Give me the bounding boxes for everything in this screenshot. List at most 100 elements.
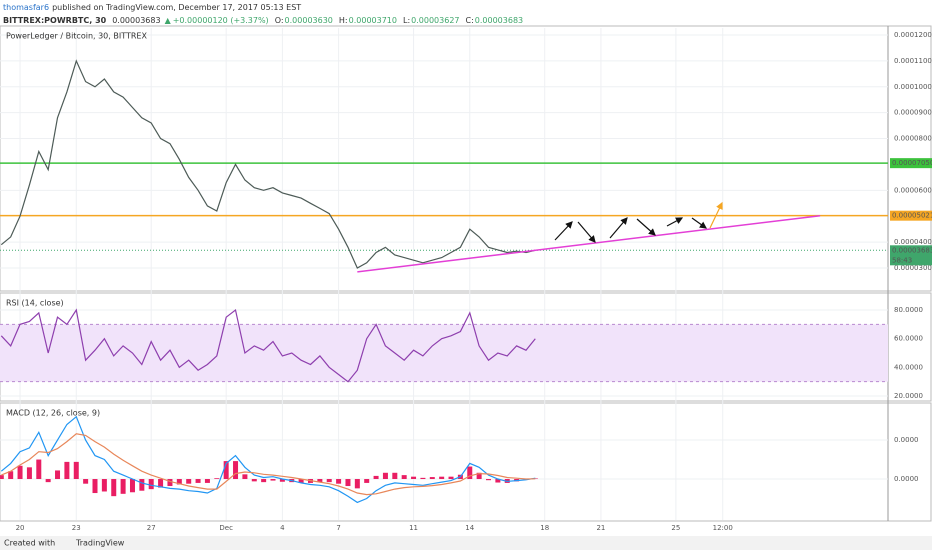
histogram-bar bbox=[111, 479, 117, 497]
pane-title: MACD (12, 26, close, 9) bbox=[6, 409, 100, 418]
ohlc-key: H: bbox=[339, 16, 348, 25]
histogram-bar bbox=[326, 479, 332, 483]
histogram-bar bbox=[476, 472, 482, 480]
histogram-bar bbox=[204, 479, 210, 483]
histogram-bar bbox=[83, 479, 89, 484]
histogram-bar bbox=[129, 479, 135, 493]
histogram-bar bbox=[420, 477, 426, 480]
series-line bbox=[1, 433, 536, 496]
x-tick-label: 11 bbox=[409, 524, 418, 532]
histogram-bar bbox=[223, 461, 229, 480]
histogram-bar bbox=[251, 479, 257, 482]
histogram-bar bbox=[279, 479, 285, 482]
histogram-bar bbox=[411, 476, 417, 480]
histogram-bar bbox=[233, 461, 239, 480]
x-tick-label: 14 bbox=[465, 524, 474, 532]
histogram-bar bbox=[392, 472, 398, 480]
pane bbox=[0, 25, 932, 292]
ohlc-value: 0.00003630 bbox=[285, 16, 333, 25]
ohlc-key: C: bbox=[466, 16, 474, 25]
arrow bbox=[709, 201, 723, 229]
quote-line: BITTREX:POWRBTC, 30 0.00003683 ▲ +0.0000012… bbox=[3, 16, 523, 25]
histogram-bar bbox=[382, 472, 388, 480]
histogram-bar bbox=[336, 479, 342, 484]
countdown: 58:43 bbox=[892, 256, 912, 264]
histogram-bar bbox=[195, 479, 201, 483]
pane bbox=[0, 402, 932, 522]
histogram-bar bbox=[261, 479, 267, 483]
price-label-box bbox=[890, 158, 932, 169]
histogram-bar bbox=[186, 479, 192, 484]
y-tick-label: 0.0000 bbox=[894, 436, 919, 444]
histogram-bar bbox=[0, 475, 4, 480]
symbol: BITTREX:POWRBTC, 30 bbox=[3, 16, 107, 25]
x-tick-label: 4 bbox=[280, 524, 285, 532]
arrow: ▲ bbox=[165, 16, 172, 25]
arrows bbox=[554, 201, 723, 243]
ohlc-value: 0.00003710 bbox=[349, 16, 397, 25]
histogram-bar bbox=[101, 479, 107, 492]
histogram-bar bbox=[120, 479, 126, 494]
histogram-bar bbox=[176, 479, 182, 485]
x-tick-label: 18 bbox=[540, 524, 549, 532]
x-tick-label: 25 bbox=[671, 524, 680, 532]
histogram-bar bbox=[429, 477, 435, 480]
price-label-box bbox=[890, 210, 932, 221]
x-tick-label: Dec bbox=[219, 524, 233, 532]
histogram-bar bbox=[364, 479, 370, 483]
arrow bbox=[691, 217, 707, 229]
histogram-bar bbox=[495, 479, 501, 483]
x-tick-label: 7 bbox=[336, 524, 340, 532]
x-tick-label: 27 bbox=[147, 524, 156, 532]
histogram-bar bbox=[401, 475, 407, 480]
histogram-bar bbox=[317, 479, 323, 483]
arrow bbox=[554, 221, 573, 241]
y-tick-label: 80.0000 bbox=[894, 306, 923, 314]
arrow bbox=[577, 221, 596, 243]
histogram-bar bbox=[139, 479, 145, 491]
histogram-bar bbox=[345, 479, 351, 487]
histogram-bar bbox=[439, 476, 445, 480]
histogram-bar bbox=[214, 478, 220, 480]
trend-line bbox=[357, 214, 821, 273]
ohlc-key: O: bbox=[275, 16, 284, 25]
author: thomasfar6 bbox=[3, 3, 49, 12]
price-label: 0.00007050 bbox=[892, 159, 932, 167]
x-tick-label: 21 bbox=[596, 524, 605, 532]
histogram-bar bbox=[92, 479, 98, 494]
histogram-bar bbox=[158, 479, 164, 488]
change: +0.00000120 (+3.37%) bbox=[173, 16, 269, 25]
histogram-bar bbox=[64, 461, 70, 480]
ohlc-value: 0.00003627 bbox=[411, 16, 459, 25]
histogram-bar bbox=[467, 466, 473, 480]
y-tick-label: 20.0000 bbox=[894, 392, 923, 400]
histogram-bar bbox=[8, 471, 14, 480]
price-label: 0.00005021 bbox=[892, 212, 932, 220]
series-line bbox=[0, 59, 536, 269]
histogram-bar bbox=[354, 479, 360, 489]
pane-title: PowerLedger / Bitcoin, 30, BITTREX bbox=[6, 32, 147, 41]
footer-brand: TradingView bbox=[75, 539, 125, 548]
histogram-bar bbox=[17, 465, 23, 480]
pane bbox=[0, 292, 932, 402]
y-tick-label: 0.0000 bbox=[894, 475, 919, 483]
y-tick-label: 60.0000 bbox=[894, 335, 923, 343]
x-tick-label: 23 bbox=[72, 524, 81, 532]
histogram-bar bbox=[167, 479, 173, 487]
footer-created: Created with bbox=[4, 539, 55, 548]
ohlc-key: L: bbox=[403, 16, 410, 25]
last-price-box bbox=[890, 245, 932, 266]
histogram-bar bbox=[55, 470, 61, 480]
series-line bbox=[0, 415, 536, 504]
histogram-bar bbox=[270, 479, 276, 481]
x-tick-label: 20 bbox=[16, 524, 25, 532]
arrow bbox=[609, 217, 628, 239]
